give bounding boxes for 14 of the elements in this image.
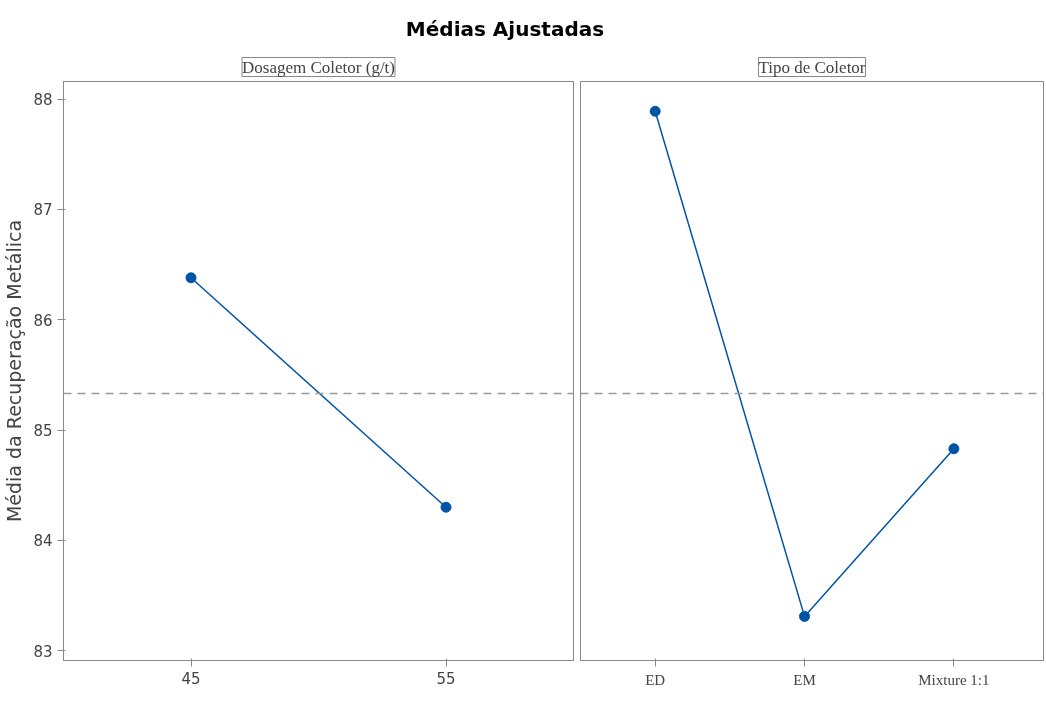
- x-tick-label: 55: [436, 669, 456, 688]
- y-tick-label: 87: [33, 201, 53, 220]
- x-tick-label: EM: [793, 671, 816, 688]
- chart-subtitle: Dosagem Coletor (g/t): [242, 57, 395, 77]
- y-axis-title: Média da Recuperação Metálica: [3, 219, 26, 523]
- y-tick-label: 84: [33, 532, 53, 551]
- x-tick-label: 45: [181, 669, 201, 688]
- y-tick-label: 86: [33, 311, 53, 330]
- x-tick-label: ED: [645, 671, 666, 688]
- y-tick-label: 85: [33, 422, 53, 440]
- y-tick-label: 83: [33, 642, 53, 661]
- chart-title: Médias Ajustadas: [405, 16, 605, 43]
- y-tick-label: 88: [33, 91, 53, 110]
- x-tick-label: Mixture 1:1: [918, 671, 990, 688]
